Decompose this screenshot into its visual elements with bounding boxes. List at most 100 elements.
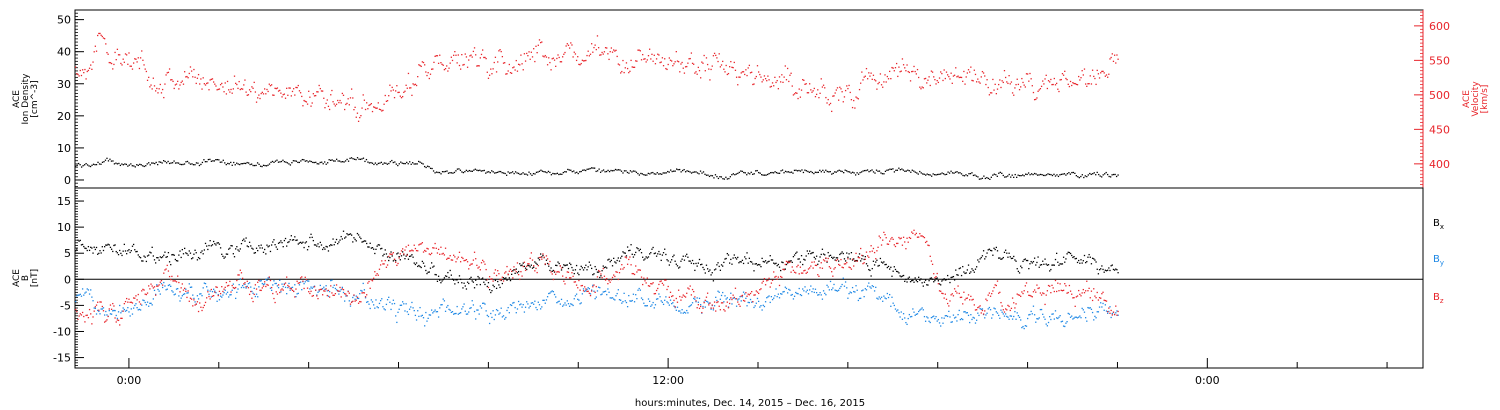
data-point — [399, 259, 401, 261]
data-point — [483, 169, 485, 172]
data-point — [745, 292, 747, 294]
data-point — [937, 81, 940, 84]
data-point — [265, 285, 267, 288]
data-point — [756, 169, 758, 172]
data-point — [328, 290, 331, 293]
data-point — [219, 84, 222, 86]
data-point — [539, 256, 542, 258]
data-point — [764, 284, 767, 286]
data-point — [309, 96, 311, 98]
data-point — [1069, 80, 1072, 83]
data-point — [235, 297, 237, 300]
data-point — [640, 252, 643, 254]
data-point — [390, 253, 392, 256]
data-point — [202, 253, 204, 255]
data-point — [209, 298, 211, 300]
data-point — [708, 270, 710, 273]
data-point — [149, 302, 151, 304]
data-point — [640, 172, 642, 175]
data-point — [510, 172, 512, 174]
data-point — [752, 301, 754, 303]
data-point — [221, 253, 223, 255]
data-point — [129, 301, 131, 303]
data-point — [800, 272, 803, 274]
data-point — [610, 297, 613, 299]
data-point — [1018, 294, 1021, 296]
data-point — [1091, 69, 1094, 71]
data-point — [286, 293, 288, 295]
data-point — [727, 306, 730, 308]
data-point — [388, 162, 390, 165]
data-point — [978, 261, 980, 263]
data-point — [437, 62, 440, 64]
data-point — [560, 298, 563, 301]
data-point — [98, 310, 100, 313]
data-point — [632, 273, 635, 275]
data-point — [579, 303, 581, 305]
data-point — [813, 256, 815, 258]
data-point — [464, 310, 466, 312]
panel-frame — [74, 187, 1424, 369]
data-point — [248, 162, 250, 164]
data-point — [1013, 94, 1015, 96]
data-point — [1105, 74, 1108, 76]
data-point — [1060, 321, 1062, 323]
data-point — [651, 248, 653, 250]
data-point — [604, 266, 607, 268]
data-point — [629, 70, 631, 72]
data-point — [949, 316, 951, 318]
data-point — [1057, 282, 1059, 284]
data-point — [272, 94, 274, 96]
data-point — [467, 170, 469, 173]
data-point — [664, 299, 666, 301]
data-point — [1022, 292, 1024, 295]
data-point — [200, 78, 202, 80]
data-point — [260, 244, 262, 246]
data-point — [884, 263, 886, 266]
data-point — [441, 171, 444, 173]
data-point — [992, 78, 994, 81]
data-point — [360, 115, 362, 117]
data-point — [396, 264, 398, 267]
data-point — [528, 307, 530, 309]
data-point — [831, 110, 833, 113]
data-point — [91, 296, 93, 298]
data-point — [281, 242, 283, 244]
data-point — [107, 315, 109, 318]
data-point — [526, 301, 528, 303]
data-point — [1086, 260, 1088, 263]
data-point — [547, 170, 550, 173]
data-point — [472, 304, 475, 306]
data-point — [689, 171, 691, 173]
data-point — [1056, 317, 1058, 319]
data-point — [985, 314, 987, 316]
data-point — [92, 252, 94, 254]
data-point — [866, 169, 869, 171]
data-point — [386, 256, 389, 258]
data-point — [957, 285, 959, 287]
data-point — [948, 278, 950, 280]
data-point — [165, 289, 167, 291]
data-point — [568, 47, 571, 49]
data-point — [799, 96, 802, 98]
data-point — [157, 257, 159, 259]
data-point — [813, 291, 815, 294]
data-point — [729, 176, 731, 178]
data-point — [621, 255, 623, 257]
data-point — [851, 286, 854, 289]
data-point — [602, 267, 604, 270]
data-point — [243, 283, 245, 285]
data-point — [586, 54, 588, 57]
data-point — [928, 244, 930, 247]
data-point — [337, 99, 339, 102]
data-point — [877, 298, 879, 300]
data-point — [1043, 292, 1045, 295]
data-point — [1044, 78, 1046, 80]
data-point — [893, 70, 895, 72]
data-point — [114, 309, 116, 312]
data-point — [232, 286, 234, 289]
data-point — [309, 288, 311, 290]
data-point — [725, 305, 727, 307]
data-point — [402, 248, 404, 250]
data-point — [514, 171, 517, 173]
